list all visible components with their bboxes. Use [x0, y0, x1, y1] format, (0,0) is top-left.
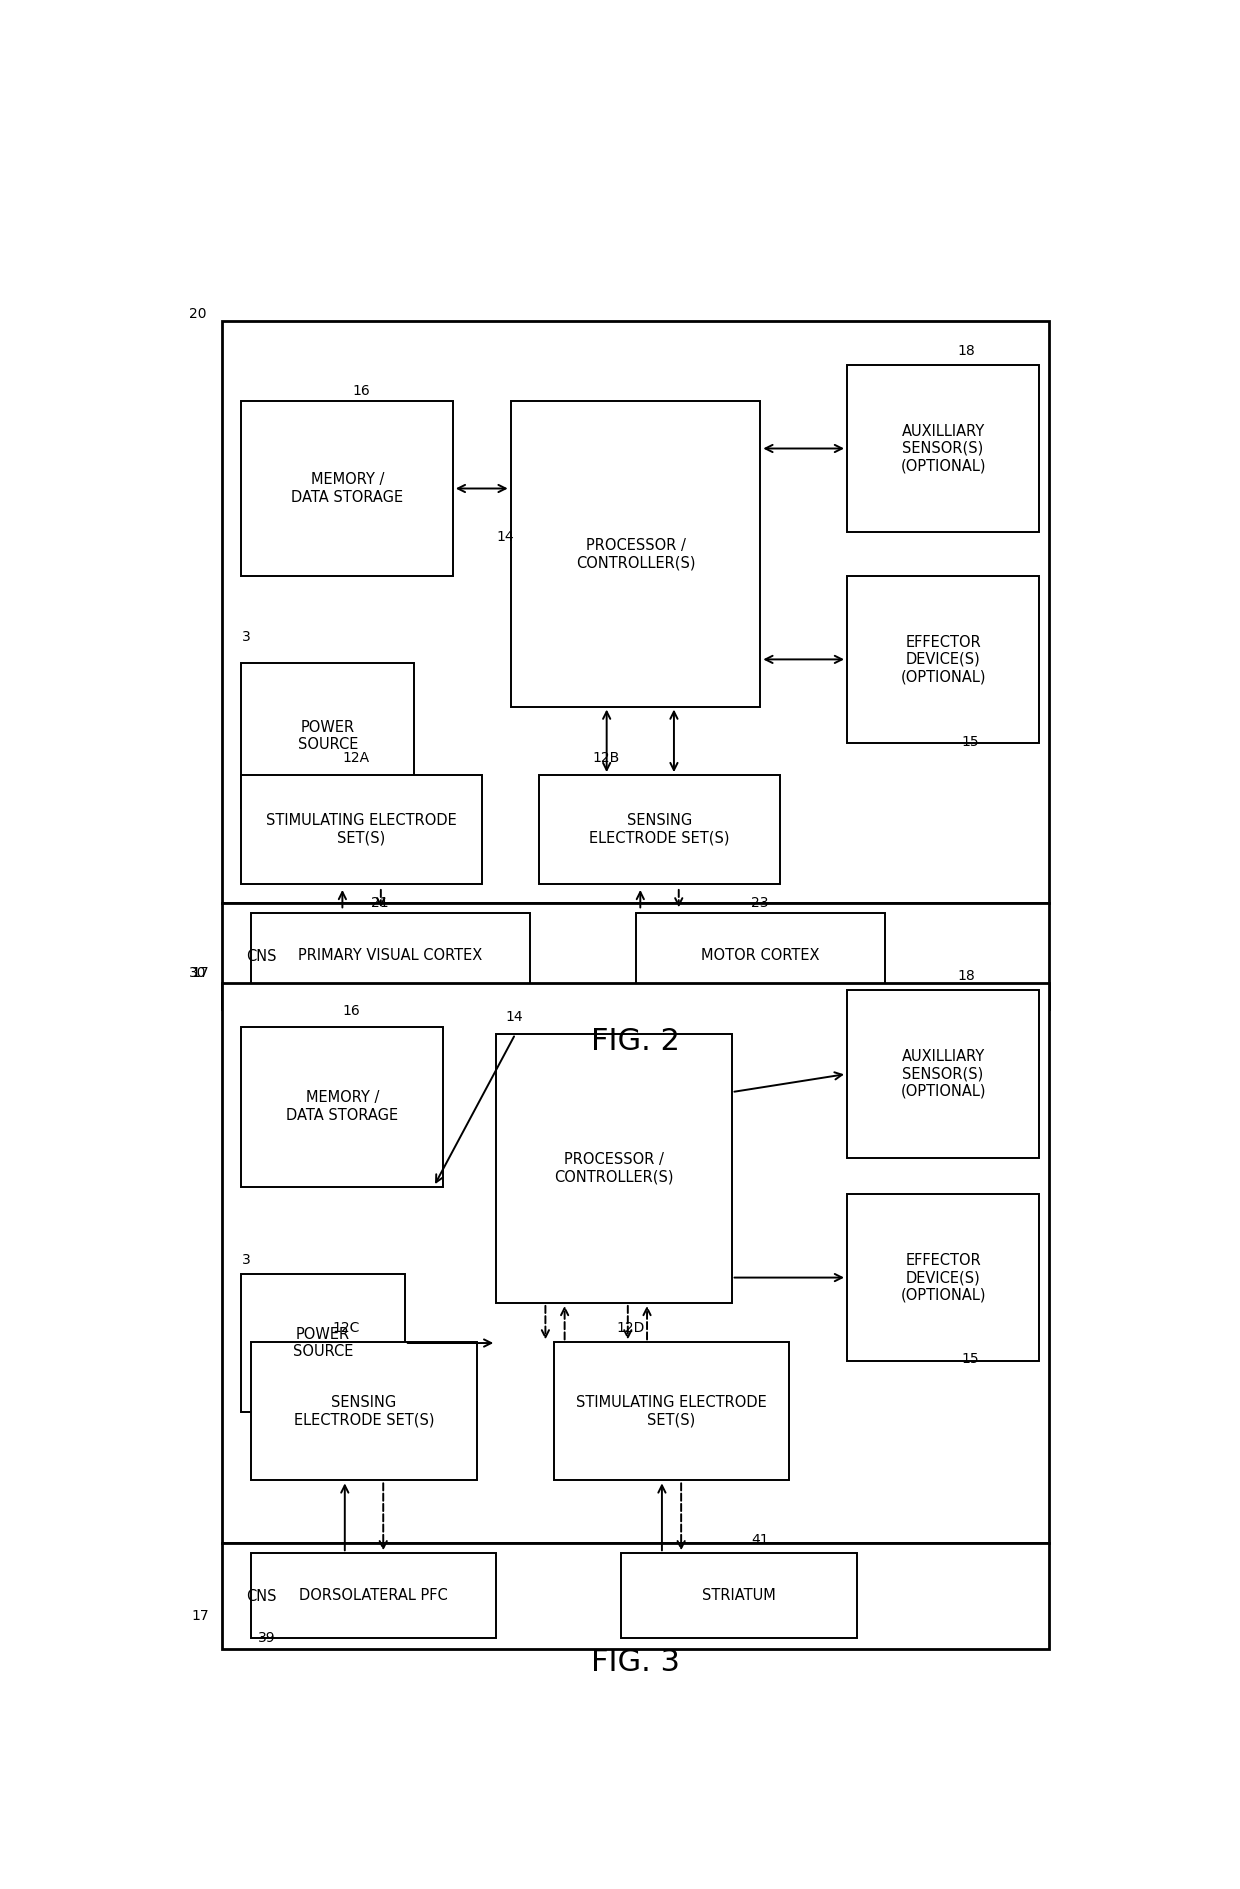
Text: 39: 39 — [258, 1630, 275, 1645]
Bar — [847, 576, 1039, 742]
Bar — [621, 1553, 857, 1638]
Text: MEMORY /
DATA STORAGE: MEMORY / DATA STORAGE — [286, 1090, 398, 1122]
Text: 15: 15 — [961, 735, 978, 748]
Text: 16: 16 — [352, 383, 370, 399]
Text: DORSOLATERAL PFC: DORSOLATERAL PFC — [299, 1589, 448, 1604]
Text: CNS: CNS — [247, 948, 277, 963]
Bar — [847, 365, 1039, 533]
Text: EFFECTOR
DEVICE(S)
(OPTIONAL): EFFECTOR DEVICE(S) (OPTIONAL) — [900, 635, 986, 684]
Text: 17: 17 — [191, 965, 210, 980]
Text: CNS: CNS — [247, 1589, 277, 1604]
Text: SENSING
ELECTRODE SET(S): SENSING ELECTRODE SET(S) — [294, 1396, 434, 1428]
Text: SENSING
ELECTRODE SET(S): SENSING ELECTRODE SET(S) — [589, 814, 730, 846]
Bar — [222, 321, 1049, 903]
Bar — [242, 1028, 444, 1186]
Text: POWER
SOURCE: POWER SOURCE — [298, 720, 358, 752]
Text: EFFECTOR
DEVICE(S)
(OPTIONAL): EFFECTOR DEVICE(S) (OPTIONAL) — [900, 1252, 986, 1303]
Text: STRIATUM: STRIATUM — [702, 1589, 776, 1604]
Text: STIMULATING ELECTRODE
SET(S): STIMULATING ELECTRODE SET(S) — [267, 814, 458, 846]
Text: AUXILLIARY
SENSOR(S)
(OPTIONAL): AUXILLIARY SENSOR(S) (OPTIONAL) — [900, 1048, 986, 1099]
Text: 18: 18 — [957, 344, 975, 357]
Text: 30: 30 — [188, 965, 206, 980]
Bar — [242, 774, 481, 884]
Bar — [250, 912, 529, 997]
Text: 21: 21 — [371, 895, 389, 910]
Text: 12B: 12B — [593, 750, 620, 765]
Bar — [539, 774, 780, 884]
Bar — [635, 912, 885, 997]
Text: PROCESSOR /
CONTROLLER(S): PROCESSOR / CONTROLLER(S) — [575, 538, 696, 570]
Text: 16: 16 — [342, 1003, 360, 1018]
Text: 14: 14 — [506, 1011, 523, 1024]
Text: POWER
SOURCE: POWER SOURCE — [293, 1326, 353, 1360]
Bar — [847, 1194, 1039, 1362]
Text: 3: 3 — [242, 631, 250, 644]
Text: PROCESSOR /
CONTROLLER(S): PROCESSOR / CONTROLLER(S) — [554, 1152, 673, 1184]
Text: 12C: 12C — [332, 1320, 360, 1336]
Text: 12A: 12A — [342, 750, 370, 765]
Text: MOTOR CORTEX: MOTOR CORTEX — [701, 948, 820, 963]
Text: 15: 15 — [961, 1351, 978, 1366]
Bar — [511, 400, 760, 706]
Text: 18: 18 — [957, 969, 975, 982]
Bar — [847, 990, 1039, 1158]
Bar — [222, 982, 1049, 1543]
Text: 23: 23 — [751, 895, 769, 910]
Bar — [222, 1543, 1049, 1649]
Bar — [242, 1273, 404, 1413]
Text: PRIMARY VISUAL CORTEX: PRIMARY VISUAL CORTEX — [299, 948, 482, 963]
Bar — [250, 1553, 496, 1638]
Bar — [250, 1343, 477, 1481]
Text: 14: 14 — [496, 529, 513, 544]
Text: 12D: 12D — [616, 1320, 645, 1336]
Bar — [554, 1343, 789, 1481]
Bar — [242, 663, 414, 808]
Bar — [222, 903, 1049, 1009]
Text: MEMORY /
DATA STORAGE: MEMORY / DATA STORAGE — [291, 472, 403, 504]
Text: 41: 41 — [751, 1534, 769, 1547]
Bar — [496, 1033, 732, 1303]
Text: 20: 20 — [188, 308, 206, 321]
Text: FIG. 2: FIG. 2 — [591, 1028, 680, 1056]
Text: AUXILLIARY
SENSOR(S)
(OPTIONAL): AUXILLIARY SENSOR(S) (OPTIONAL) — [900, 423, 986, 474]
Text: FIG. 3: FIG. 3 — [591, 1647, 680, 1677]
Text: STIMULATING ELECTRODE
SET(S): STIMULATING ELECTRODE SET(S) — [577, 1396, 766, 1428]
Text: 17: 17 — [191, 1609, 210, 1623]
Text: 3: 3 — [242, 1252, 250, 1268]
Bar — [242, 400, 453, 576]
